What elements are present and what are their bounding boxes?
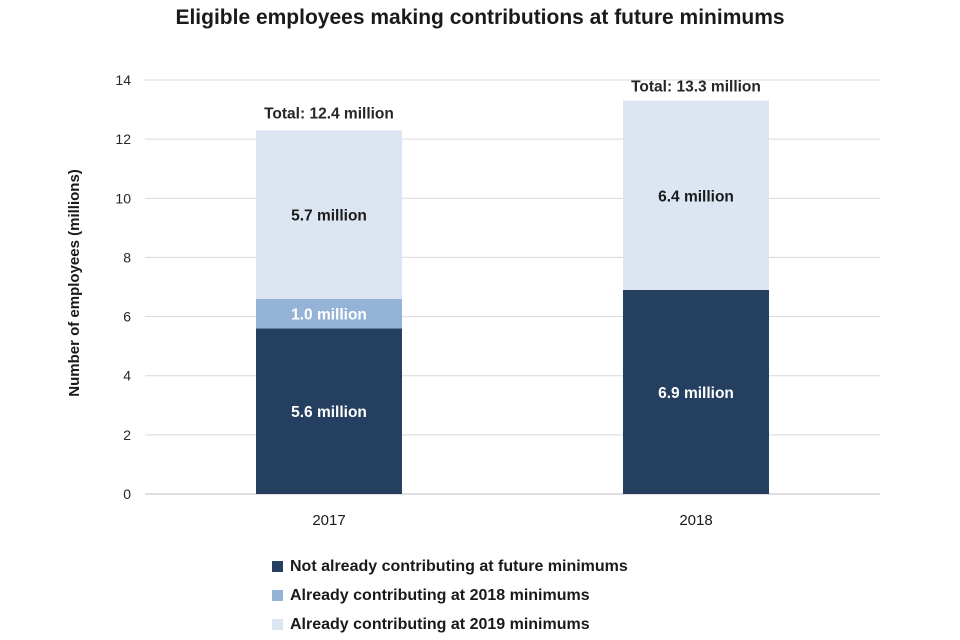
y-tick-label: 6 (123, 309, 131, 325)
data-label: 5.7 million (291, 208, 367, 225)
chart-title: Eligible employees making contributions … (175, 6, 785, 29)
legend-swatch (272, 561, 283, 572)
bar-segment (623, 100, 769, 290)
legend-item: Already contributing at 2018 minimums (272, 581, 628, 610)
x-tick-label: 2017 (312, 512, 345, 529)
x-tick-label: 2018 (679, 512, 712, 529)
y-tick-label: 4 (123, 368, 131, 384)
legend-label: Already contributing at 2019 minimums (290, 615, 590, 633)
legend-swatch (272, 590, 283, 601)
y-tick-label: 8 (123, 249, 131, 265)
bar-segment (256, 130, 402, 299)
data-label: 6.9 million (658, 385, 734, 402)
y-tick-label: 14 (115, 72, 131, 88)
total-label: Total: 13.3 million (631, 79, 761, 96)
legend-swatch (272, 619, 283, 630)
legend-label: Not already contributing at future minim… (290, 557, 628, 575)
data-label: 5.6 million (291, 404, 367, 421)
chart-legend: Not already contributing at future minim… (272, 552, 628, 639)
y-tick-label: 2 (123, 427, 131, 443)
legend-item: Already contributing at 2019 minimums (272, 610, 628, 639)
data-label: 6.4 million (658, 188, 734, 205)
y-tick-label: 10 (115, 190, 131, 206)
bar-segment (623, 289, 769, 494)
data-label: 1.0 million (291, 307, 367, 324)
total-label: Total: 12.4 million (264, 105, 394, 122)
bar-segment (256, 298, 402, 329)
y-tick-label: 12 (115, 131, 131, 147)
legend-item: Not already contributing at future minim… (272, 552, 628, 581)
bar-segment (256, 328, 402, 494)
y-tick-label: 0 (123, 486, 131, 502)
y-axis-label: Number of employees (millions) (66, 169, 83, 397)
legend-label: Already contributing at 2018 minimums (290, 586, 590, 604)
